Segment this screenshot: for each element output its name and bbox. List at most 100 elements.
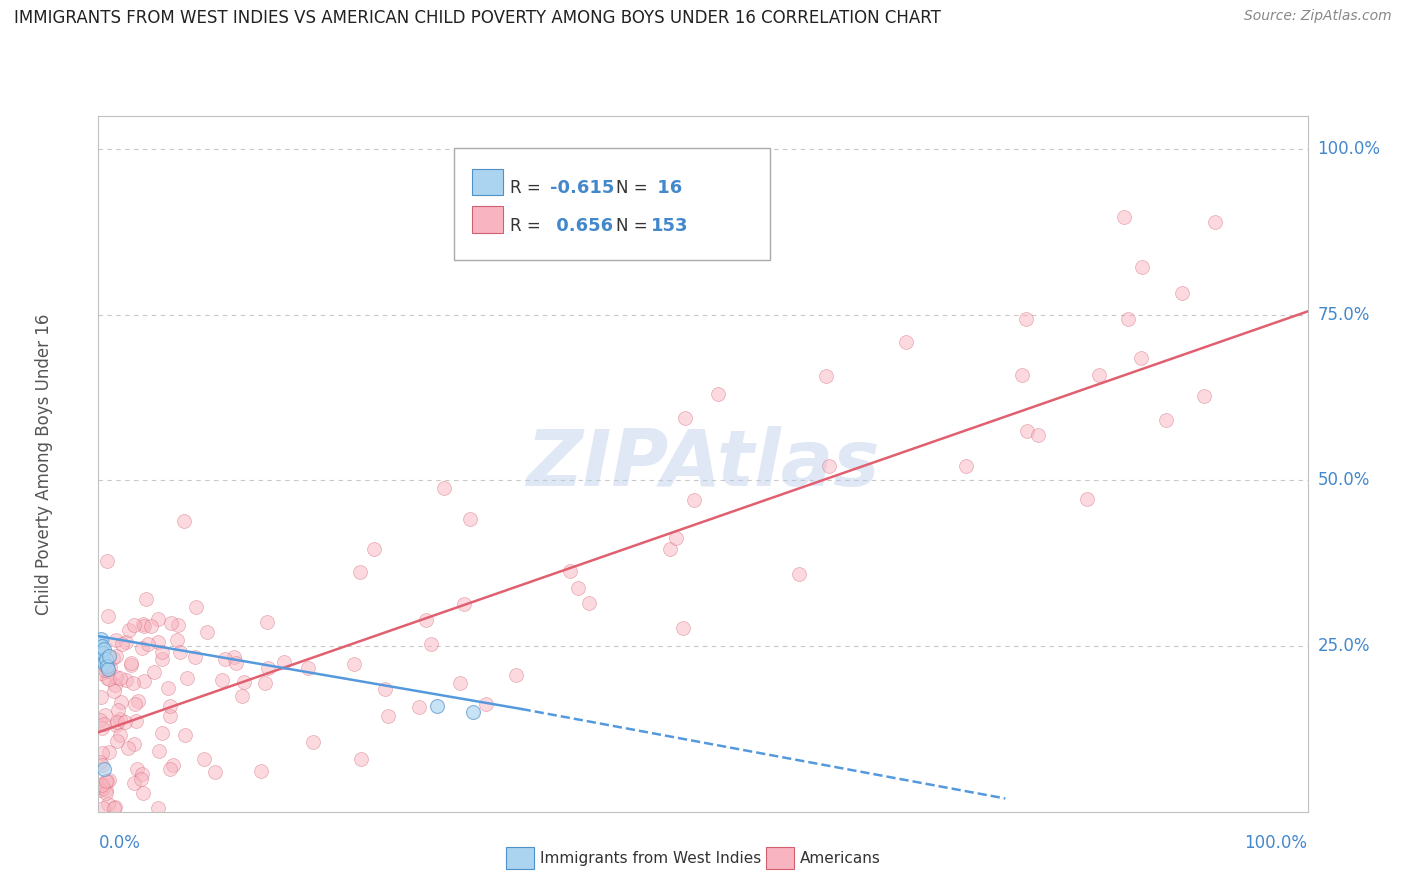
Point [150,726,173,740]
Point [342,657,364,672]
Point [374,682,396,697]
Point [121,657,143,672]
Point [91,721,114,735]
Point [134,673,156,688]
Point [707,387,730,401]
Point [135,591,157,606]
Point [90,746,112,760]
Point [1129,351,1152,366]
Point [129,772,152,787]
Point [103,684,125,698]
Point [818,459,841,474]
Point [98,648,121,663]
Point [131,767,153,781]
Point [107,734,129,748]
Point [89,713,111,727]
Point [233,675,256,690]
Point [955,458,977,473]
Point [894,334,917,349]
Text: 100.0%: 100.0% [1317,140,1381,158]
Point [104,632,127,647]
Text: 0.0%: 0.0% [98,834,141,852]
Point [122,617,145,632]
Point [211,673,233,687]
Point [105,648,128,663]
Point [1192,389,1215,403]
Point [89,636,111,650]
Point [97,664,120,678]
Point [253,675,276,690]
Point [453,597,475,611]
Point [1116,312,1139,326]
Point [146,801,169,815]
Point [814,368,837,383]
Point [350,752,373,766]
Point [114,673,136,687]
Point [89,648,111,663]
Point [1112,210,1135,224]
Point [377,709,399,723]
Point [93,762,115,776]
Point [115,635,138,649]
Point [124,698,146,712]
Point [94,787,117,801]
Point [103,801,125,815]
Point [93,708,115,723]
Point [204,765,226,780]
Text: IMMIGRANTS FROM WEST INDIES VS AMERICAN CHILD POVERTY AMONG BOYS UNDER 16 CORREL: IMMIGRANTS FROM WEST INDIES VS AMERICAN … [14,9,941,27]
Text: N =: N = [616,179,652,197]
Point [673,411,696,425]
Point [1026,427,1049,442]
Point [363,541,385,556]
Point [132,619,155,633]
Point [658,542,681,557]
Point [1156,413,1178,427]
Point [169,645,191,659]
Point [127,694,149,708]
Point [91,758,114,772]
Point [104,800,127,814]
Point [1015,425,1038,439]
Point [231,689,253,703]
Point [463,706,485,720]
Text: 153: 153 [651,217,689,235]
Text: -0.615: -0.615 [550,179,614,197]
Point [256,615,278,630]
Point [426,698,449,713]
Point [98,745,121,759]
Point [89,783,111,797]
Text: N =: N = [616,217,652,235]
Point [132,616,155,631]
Point [1015,312,1038,326]
Text: 75.0%: 75.0% [1317,306,1369,324]
Point [122,676,145,690]
Point [97,608,120,623]
Point [159,762,181,776]
Point [225,657,247,671]
Point [150,652,173,666]
Point [567,581,589,595]
Point [93,656,115,670]
Point [98,673,121,687]
Point [449,676,471,690]
Point [108,712,131,726]
Point [458,512,481,526]
Point [93,663,115,677]
Text: Americans: Americans [800,851,882,865]
Point [1011,368,1033,382]
Point [1170,285,1192,300]
Point [96,659,118,673]
Point [107,703,129,717]
Point [787,567,810,582]
Point [257,661,280,675]
Text: Immigrants from West Indies: Immigrants from West Indies [540,851,761,865]
Point [195,624,218,639]
Point [222,649,245,664]
Text: 25.0%: 25.0% [1317,637,1369,655]
Point [93,642,115,657]
Point [683,492,706,507]
Text: ZIPAtlas: ZIPAtlas [526,425,880,502]
Point [1204,214,1226,228]
Point [148,744,170,758]
Point [94,652,117,666]
